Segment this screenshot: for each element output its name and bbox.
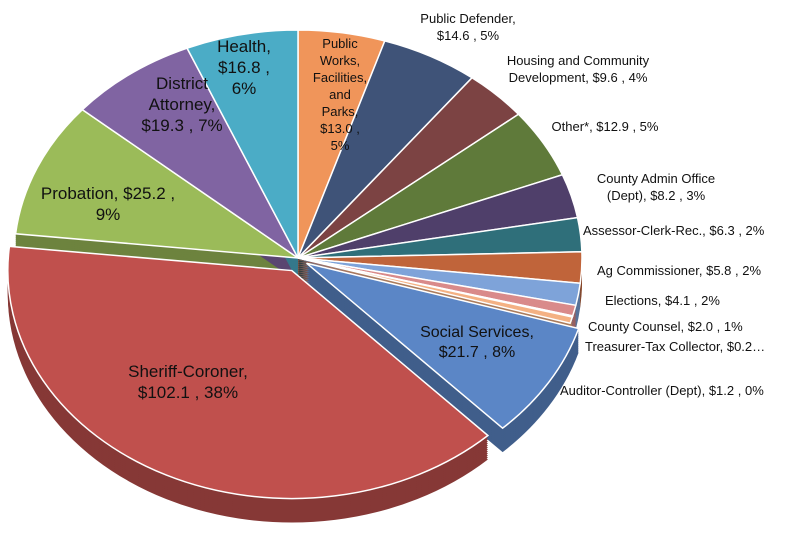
slice-tops bbox=[7, 29, 583, 500]
slice-label: Public Defender, $14.6 , 5% bbox=[420, 11, 515, 43]
slice bbox=[306, 262, 580, 430]
slice-label: Auditor-Controller (Dept), $1.2 , 0% bbox=[560, 383, 764, 398]
slice bbox=[81, 47, 299, 259]
slice-label: Housing and Community Development, $9.6 ,… bbox=[507, 53, 650, 85]
slice-label: Sheriff-Coroner, $102.1 , 38% bbox=[128, 362, 248, 402]
slice-label: Elections, $4.1 , 2% bbox=[605, 293, 720, 308]
slice-label: Probation, $25.2 , 9% bbox=[41, 184, 175, 224]
slice-label: Health, $16.8 , 6% bbox=[217, 37, 271, 98]
slice-label: Ag Commissioner, $5.8 , 2% bbox=[597, 263, 761, 278]
slice-label: Other*, $12.9 , 5% bbox=[552, 119, 659, 134]
slice-label: Treasurer-Tax Collector, $0.2… bbox=[585, 339, 765, 354]
slice-side bbox=[298, 260, 573, 326]
slice-label: Assessor-Clerk-Rec., $6.3 , 2% bbox=[583, 223, 765, 238]
slice-label: District Attorney, $19.3 , 7% bbox=[141, 74, 222, 135]
slice bbox=[14, 108, 301, 259]
slice bbox=[7, 245, 490, 500]
slice bbox=[297, 257, 574, 325]
slice-label: County Counsel, $2.0 , 1% bbox=[588, 319, 743, 334]
slice-label: Social Services, $21.7 , 8% bbox=[420, 324, 534, 361]
slice bbox=[185, 29, 299, 259]
slice-label: County Admin Office (Dept), $8.2 , 3% bbox=[597, 171, 715, 203]
slice-label: Public Works, Facilities, and Parks, $13.0 ,5… bbox=[313, 36, 367, 153]
